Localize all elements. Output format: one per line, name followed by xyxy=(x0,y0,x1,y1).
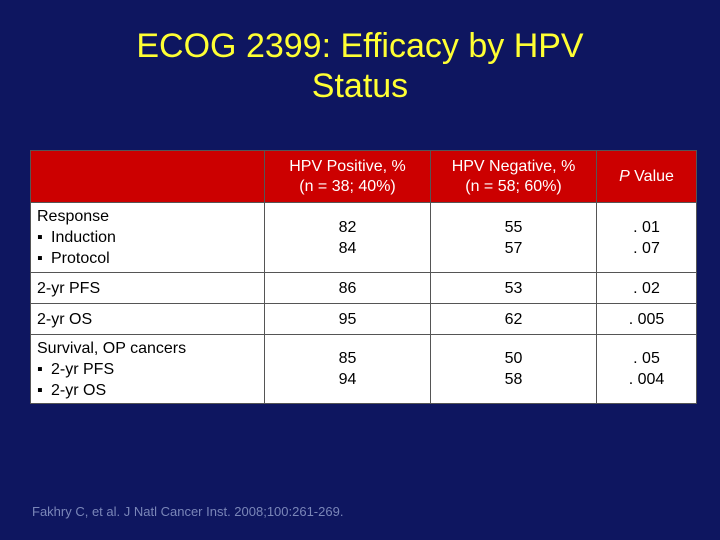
row-label-cell: 2-yr OS xyxy=(30,303,265,335)
efficacy-table: HPV Positive, % (n = 38; 40%) HPV Negati… xyxy=(30,150,697,404)
hpv-positive-cell-value: 82 xyxy=(338,218,357,236)
header-corner-cell xyxy=(30,150,265,203)
p-value-cell: . 01 . 07 xyxy=(596,202,697,273)
row-sub-label: ▪ 2-yr OS xyxy=(37,380,264,401)
p-value-cell: . 02 xyxy=(596,272,697,304)
row-label-cell: 2-yr PFS xyxy=(30,272,265,304)
p-value-cell-value: . 005 xyxy=(628,310,665,328)
row-label: Survival, OP cancers xyxy=(37,339,187,357)
hpv-negative-cell-value: 53 xyxy=(504,279,523,297)
table-header-row: HPV Positive, % (n = 38; 40%) HPV Negati… xyxy=(30,150,697,203)
row-sub-label-text: Induction xyxy=(51,229,116,246)
hpv-positive-cell: 86 xyxy=(264,272,431,304)
row-label: 2-yr OS xyxy=(37,310,93,328)
p-value-cell: . 005 xyxy=(596,303,697,335)
p-value-cell-value: . 07 xyxy=(633,239,660,257)
hpv-positive-cell-value: 84 xyxy=(338,239,357,257)
row-label: Response xyxy=(37,208,110,225)
header-hpv-positive: HPV Positive, % (n = 38; 40%) xyxy=(264,150,431,203)
hpv-negative-cell-value: 50 xyxy=(504,350,523,367)
row-sub-label: ▪ 2-yr PFS xyxy=(37,359,264,380)
row-sub-label-text: Protocol xyxy=(51,250,110,267)
p-value-cell-value: . 01 xyxy=(633,218,660,236)
header-p-value: P Value xyxy=(596,150,697,203)
row-label-cell: Response ▪ Induction ▪ Protocol xyxy=(30,202,265,273)
header-hpv-negative-line2: (n = 58; 60%) xyxy=(465,177,562,195)
citation: Fakhry C, et al. J Natl Cancer Inst. 200… xyxy=(32,504,344,519)
hpv-positive-cell: 95 xyxy=(264,303,431,335)
row-label-cell: Survival, OP cancers ▪ 2-yr PFS ▪ 2-yr OS xyxy=(30,334,265,404)
hpv-positive-cell-value: 95 xyxy=(338,310,357,328)
bullet-icon: ▪ xyxy=(37,360,43,378)
table-row: 2-yr OS 95 62 . 005 xyxy=(30,303,697,335)
slide-title: ECOG 2399: Efficacy by HPV Status xyxy=(60,26,660,106)
hpv-negative-cell: 50 58 xyxy=(430,334,597,404)
bullet-icon: ▪ xyxy=(37,229,43,246)
table-row: Response ▪ Induction ▪ Protocol 82 84 55 57. 01.… xyxy=(30,202,697,273)
p-value-cell: . 05 . 004 xyxy=(596,334,697,404)
hpv-negative-cell: 55 57 xyxy=(430,202,597,273)
hpv-positive-cell-value: 86 xyxy=(338,279,357,297)
hpv-negative-cell: 62 xyxy=(430,303,597,335)
p-value-cell-value: . 05 xyxy=(633,350,660,367)
header-hpv-positive-line1: HPV Positive, % xyxy=(289,157,406,175)
table-row: 2-yr PFS 86 53 . 02 xyxy=(30,272,697,304)
hpv-positive-cell-value: 94 xyxy=(338,371,357,388)
hpv-positive-cell: 85 94 xyxy=(264,334,431,404)
hpv-negative-cell: 53 xyxy=(430,272,597,304)
hpv-negative-cell-value: 57 xyxy=(504,239,523,257)
row-sub-label: ▪ Protocol xyxy=(37,248,264,269)
hpv-negative-cell-value: 55 xyxy=(504,218,523,236)
hpv-negative-cell-value: 58 xyxy=(504,371,523,388)
header-hpv-positive-line2: (n = 38; 40%) xyxy=(299,177,396,195)
p-value-cell-value: . 004 xyxy=(628,371,665,388)
bullet-icon: ▪ xyxy=(37,381,43,399)
header-p-rest: Value xyxy=(629,167,674,185)
title-line-1: ECOG 2399: Efficacy by HPV xyxy=(136,27,584,65)
bullet-icon: ▪ xyxy=(37,250,43,267)
header-hpv-negative: HPV Negative, % (n = 58; 60%) xyxy=(430,150,597,203)
p-value-cell-value: . 02 xyxy=(633,279,660,297)
hpv-positive-cell-value: 85 xyxy=(338,350,357,367)
table-body: Response ▪ Induction ▪ Protocol 82 84 55 57. 01.… xyxy=(30,202,697,404)
table-row: Survival, OP cancers ▪ 2-yr PFS ▪ 2-yr OS 85 9… xyxy=(30,334,697,404)
row-sub-label-text: 2-yr PFS xyxy=(51,360,115,378)
title-line-2: Status xyxy=(311,67,409,105)
row-label: 2-yr PFS xyxy=(37,279,101,297)
header-hpv-negative-line1: HPV Negative, % xyxy=(451,157,576,175)
hpv-negative-cell-value: 62 xyxy=(504,310,523,328)
hpv-positive-cell: 82 84 xyxy=(264,202,431,273)
row-sub-label-text: 2-yr OS xyxy=(51,381,107,399)
header-p-italic: P xyxy=(619,167,630,185)
row-sub-label: ▪ Induction xyxy=(37,227,264,248)
